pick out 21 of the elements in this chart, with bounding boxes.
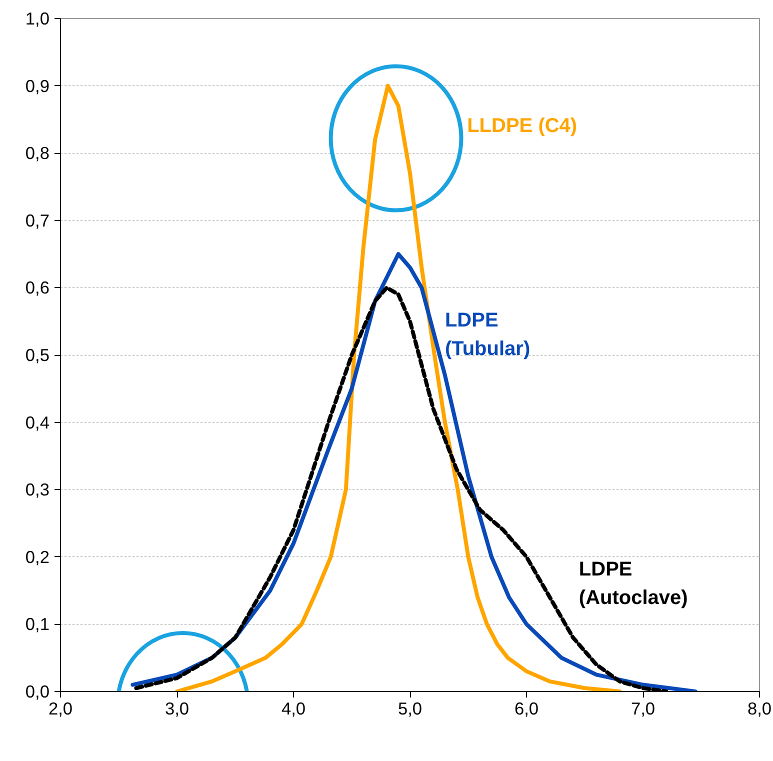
x-tick-label: 2,0 <box>48 698 73 718</box>
series-label: LDPE (Autoclave) <box>578 558 688 610</box>
x-tick-label: 4,0 <box>281 698 306 718</box>
y-tick-label: 0,2 <box>25 546 50 567</box>
x-tick-label: 3,0 <box>164 698 190 718</box>
y-tick-label: 0,0 <box>25 682 50 702</box>
y-tick-label: 0,6 <box>25 278 50 298</box>
y-tick-label: 0,5 <box>25 345 50 365</box>
y-tick-label: 1,0 <box>25 8 50 28</box>
y-tick-label: 0,4 <box>25 412 50 432</box>
y-tick-label: 0,8 <box>25 143 50 164</box>
x-tick-label: 6,0 <box>514 698 539 718</box>
y-tick-label: 0,9 <box>25 76 50 96</box>
y-tick-label: 0,7 <box>25 210 50 230</box>
x-tick-label: 8,0 <box>747 698 772 718</box>
x-tick-label: 7,0 <box>630 698 656 718</box>
y-tick-label: 0,3 <box>25 480 50 500</box>
text: LLDPE (C4) <box>467 115 578 138</box>
series-label: LDPE (Tubular) <box>444 310 530 360</box>
x-tick-label: 5,0 <box>398 698 422 718</box>
y-tick-label: 0,1 <box>25 614 50 634</box>
